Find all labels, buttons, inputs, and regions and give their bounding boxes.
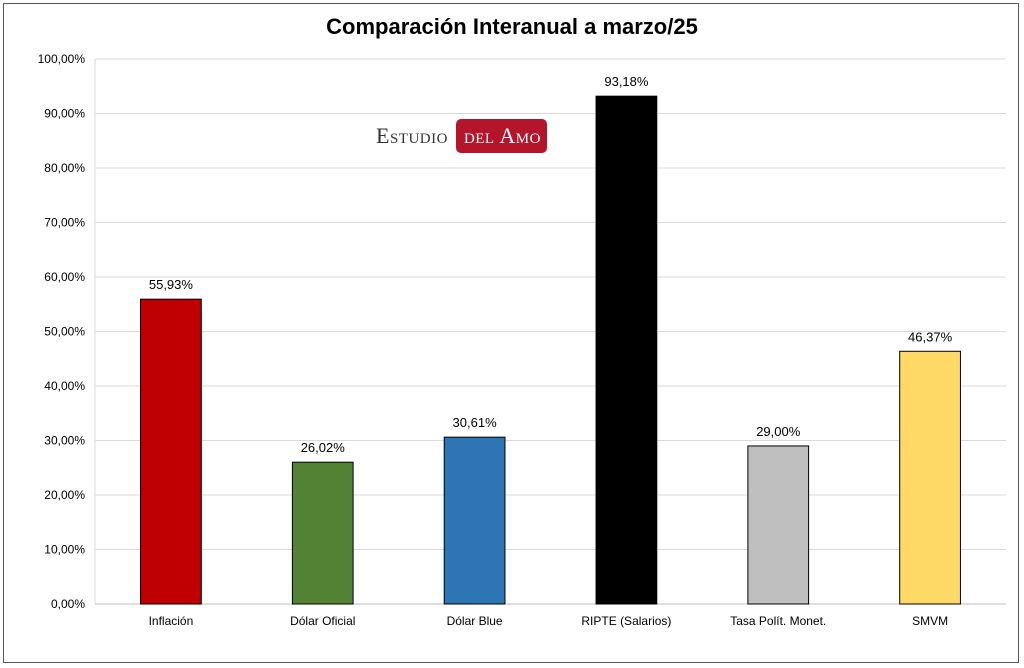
- y-tick-label: 40,00%: [44, 379, 85, 393]
- y-tick-label: 60,00%: [44, 270, 85, 284]
- logo-watermark: Estudio del Amo: [376, 117, 547, 155]
- data-label: 30,61%: [453, 415, 498, 430]
- x-tick-label: Dólar Oficial: [290, 614, 355, 628]
- x-tick-label: Inflación: [149, 614, 194, 628]
- data-label: 46,37%: [908, 329, 953, 344]
- data-label: 55,93%: [149, 277, 194, 292]
- y-tick-label: 50,00%: [44, 325, 85, 339]
- data-label: 26,02%: [301, 440, 346, 455]
- chart-title: Comparación Interanual a marzo/25: [326, 14, 698, 39]
- bar: [899, 350, 961, 605]
- data-label: 93,18%: [604, 74, 649, 89]
- x-tick-label: Tasa Polít. Monet.: [730, 614, 826, 628]
- y-tick-label: 100,00%: [38, 52, 86, 66]
- logo-text-del-amo: del Amo: [455, 119, 547, 153]
- logo-text-estudio: Estudio: [376, 123, 448, 148]
- bar: [291, 461, 354, 605]
- x-tick-label: Dólar Blue: [447, 614, 503, 628]
- bar: [595, 95, 658, 605]
- y-tick-label: 30,00%: [44, 434, 85, 448]
- data-label: 29,00%: [756, 424, 801, 439]
- x-tick-label: RIPTE (Salarios): [581, 614, 671, 628]
- bar: [747, 445, 810, 605]
- y-tick-label: 70,00%: [44, 216, 85, 230]
- y-tick-label: 0,00%: [51, 597, 85, 611]
- bar: [443, 436, 506, 605]
- y-tick-label: 20,00%: [44, 488, 85, 502]
- y-tick-label: 90,00%: [44, 107, 85, 121]
- y-tick-label: 80,00%: [44, 161, 85, 175]
- y-tick-label: 10,00%: [44, 543, 85, 557]
- bar: [140, 298, 202, 605]
- x-tick-label: SMVM: [912, 614, 948, 628]
